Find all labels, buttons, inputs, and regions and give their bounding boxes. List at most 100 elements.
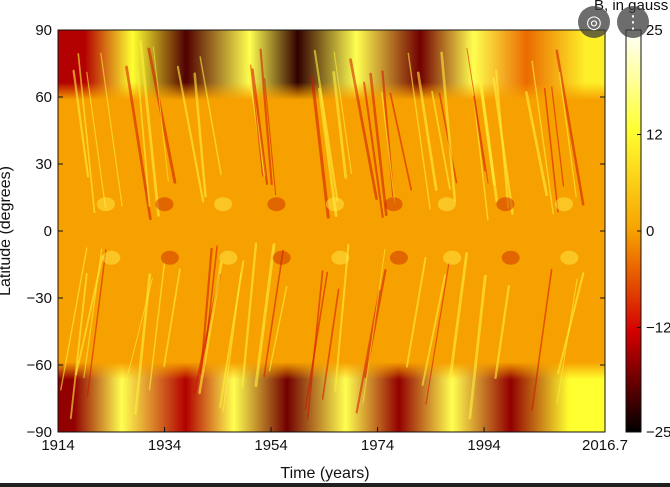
flux-streak [136, 68, 151, 207]
flux-streak [163, 268, 181, 368]
flux-streak [492, 77, 514, 215]
flux-streak [199, 56, 222, 175]
flux-streak [139, 40, 160, 217]
flux-streak [466, 48, 489, 184]
sunspot-wing [96, 197, 115, 212]
flux-streak [531, 268, 553, 412]
flux-streak [86, 71, 107, 209]
sunspot-wing [443, 250, 462, 265]
y-tick-label: −30 [27, 290, 52, 307]
flux-streak [198, 261, 223, 395]
camera-lens-icon[interactable]: ◎ [578, 6, 610, 38]
sunspot-wing [496, 197, 515, 212]
sunspot-wing [384, 197, 403, 212]
flux-streak [362, 248, 386, 404]
flux-streak [558, 71, 577, 198]
flux-streak [263, 249, 284, 378]
butterfly-streaks [60, 40, 585, 420]
flux-streak [333, 51, 352, 174]
x-tick-label: 2016.7 [582, 437, 628, 454]
y-tick-label: 30 [35, 156, 52, 173]
y-tick-label: −90 [27, 424, 52, 441]
y-tick-label: 90 [35, 22, 52, 39]
flux-streak [369, 72, 388, 217]
flux-streak [355, 289, 381, 414]
colorbar-tick-label: −12 [646, 319, 670, 336]
flux-streak [551, 86, 565, 187]
sunspot-wing [155, 197, 174, 212]
flux-streak [60, 247, 88, 391]
flux-streak [264, 77, 277, 196]
flux-streak [525, 91, 549, 197]
flux-streak [147, 47, 177, 184]
flux-streak [69, 273, 88, 420]
flux-streak [440, 51, 457, 203]
flux-streak [381, 91, 396, 204]
sunspot-wing [389, 250, 408, 265]
flux-streak [251, 68, 269, 185]
flux-streak [268, 285, 288, 372]
flux-streak [148, 263, 166, 391]
x-axis-title: Time (years) [280, 465, 369, 482]
sunspot-wing [560, 250, 579, 265]
colorbar-tick-label: −25 [646, 424, 670, 441]
flux-streak [86, 249, 107, 397]
flux-streak [83, 248, 103, 379]
sunspot-wing [326, 197, 344, 212]
sunspot-wing [555, 197, 573, 212]
flux-streak [421, 274, 447, 386]
flux-streak [468, 274, 487, 420]
flux-streak [259, 48, 273, 186]
flux-streak [425, 262, 450, 405]
flux-streak [310, 75, 330, 219]
flux-streak [407, 52, 431, 210]
flux-streak [479, 81, 499, 203]
y-axis-title: Latitude (degrees) [0, 166, 14, 296]
flux-streak [100, 52, 123, 207]
sunspot-wing [160, 250, 179, 265]
flux-streak [72, 69, 90, 178]
flux-streak [332, 71, 348, 179]
x-axis: 1914 1934 1954 1974 1994 2016.7 [41, 427, 628, 454]
flux-streak [555, 49, 585, 206]
sunspot-wing [102, 250, 121, 265]
flux-streak [134, 273, 152, 415]
flux-streak [152, 46, 169, 182]
flux-streak [254, 243, 276, 388]
y-axis: 90 60 30 0 −30 −60 −90 [27, 22, 605, 441]
flux-streak [473, 95, 486, 172]
y-tick-label: −60 [27, 357, 52, 374]
y-tick-label: 0 [44, 223, 52, 240]
flux-streak [250, 64, 264, 177]
sunspot-wing [501, 250, 520, 265]
y-tick-label: 60 [35, 89, 52, 106]
flux-streak [219, 260, 245, 408]
flux-streak [304, 271, 329, 410]
sunspot-wing [331, 250, 350, 265]
colorbar-tick-label: 0 [646, 223, 654, 240]
flux-streak [317, 87, 338, 218]
flux-streak [321, 288, 340, 400]
more-vert-icon[interactable]: ⋮ [617, 6, 649, 38]
sunspot-wing [272, 250, 291, 265]
flux-streak [405, 256, 427, 368]
flux-streak [389, 92, 413, 191]
colorbar-tick-label: 12 [646, 127, 663, 144]
flux-streak [125, 65, 152, 221]
flux-streak [363, 81, 384, 219]
sunspot-wing [437, 197, 456, 212]
x-tick-label: 1954 [254, 437, 287, 454]
flux-streak [494, 284, 511, 379]
flux-streak [334, 243, 350, 392]
x-tick-label: 1914 [41, 437, 74, 454]
flux-streak [193, 72, 207, 198]
flux-streak [313, 49, 339, 202]
flux-streak [531, 60, 554, 215]
sunspot-wing [214, 197, 233, 212]
bottom-bar [0, 483, 670, 487]
sunspot-wing [219, 250, 238, 265]
flux-streak [416, 71, 438, 191]
flux-streak [241, 242, 258, 388]
sunspot-wing [267, 197, 286, 212]
